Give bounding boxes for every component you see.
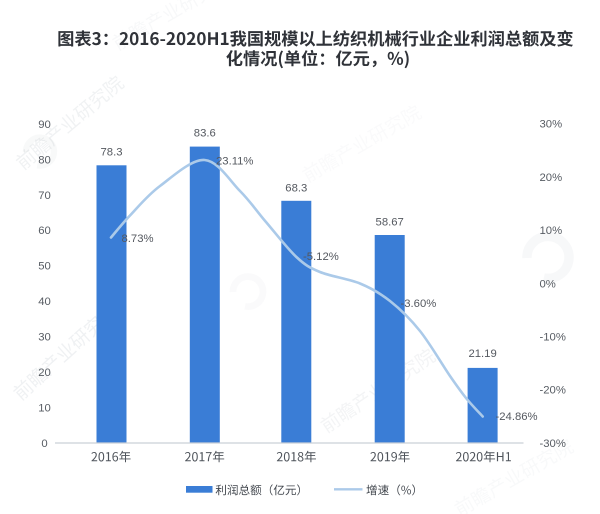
svg-text:8.73%: 8.73% [122,233,154,245]
svg-text:-10%: -10% [540,332,566,344]
svg-text:-24.86%: -24.86% [496,411,538,423]
svg-text:-30%: -30% [540,438,566,450]
svg-text:10: 10 [38,403,51,415]
svg-text:60: 60 [38,225,51,237]
svg-text:0: 0 [41,438,47,450]
svg-text:90: 90 [38,119,51,131]
svg-text:40: 40 [38,296,51,308]
svg-text:58.67: 58.67 [376,217,404,229]
svg-text:80: 80 [38,154,51,166]
svg-text:78.3: 78.3 [101,147,123,159]
svg-text:-3.60%: -3.60% [401,298,437,310]
svg-text:21.19: 21.19 [468,348,496,360]
svg-text:0%: 0% [540,278,556,290]
svg-text:20%: 20% [540,172,563,184]
svg-text:83.6: 83.6 [194,128,216,140]
svg-text:68.3: 68.3 [285,183,307,195]
svg-text:-5.12%: -5.12% [303,251,339,263]
svg-text:23.11%: 23.11% [216,156,253,168]
svg-text:30: 30 [38,332,51,344]
svg-text:20: 20 [38,367,51,379]
svg-text:-20%: -20% [540,385,566,397]
svg-text:10%: 10% [540,225,563,237]
svg-text:50: 50 [38,261,51,273]
svg-text:30%: 30% [540,119,563,131]
svg-text:70: 70 [38,190,51,202]
